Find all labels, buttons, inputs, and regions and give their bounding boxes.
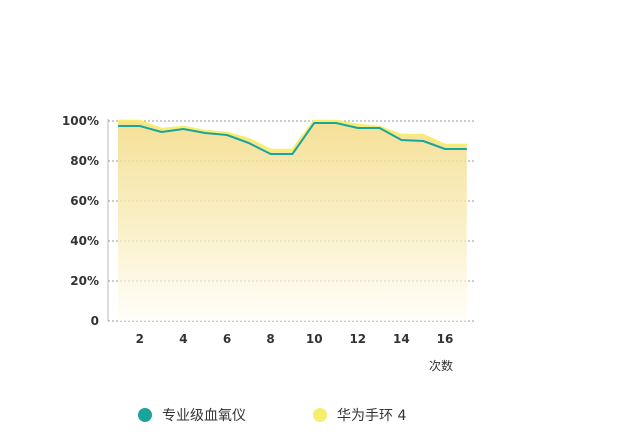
legend-marker-teal	[138, 408, 152, 422]
legend-marker-yellow	[313, 408, 327, 422]
y-tick-label: 0	[91, 314, 99, 328]
x-axis-title: 次数	[429, 358, 453, 373]
area-fill	[118, 121, 467, 321]
legend-label-series2: 华为手环 4	[337, 408, 407, 424]
y-tick-label: 100%	[62, 114, 99, 128]
x-tick-label: 14	[393, 332, 410, 346]
legend: 专业级血氧仪 华为手环 4	[0, 403, 618, 427]
y-tick-label: 20%	[70, 274, 99, 288]
x-tick-label: 4	[179, 332, 187, 346]
area-chart: 0 20% 40% 60% 80% 100% 2 4 6 8 10 12 14 16 次数	[62, 114, 476, 373]
x-tick-label: 12	[349, 332, 366, 346]
legend-label-series1: 专业级血氧仪	[162, 408, 246, 424]
x-tick-label: 8	[266, 332, 274, 346]
x-tick-label: 6	[223, 332, 231, 346]
legend-item-series1: 专业级血氧仪	[138, 403, 246, 427]
x-tick-label: 10	[306, 332, 323, 346]
x-tick-label: 16	[437, 332, 454, 346]
y-tick-label: 60%	[70, 194, 99, 208]
y-tick-label: 80%	[70, 154, 99, 168]
x-tick-label: 2	[136, 332, 144, 346]
legend-item-series2: 华为手环 4	[313, 403, 406, 427]
y-tick-label: 40%	[70, 234, 99, 248]
